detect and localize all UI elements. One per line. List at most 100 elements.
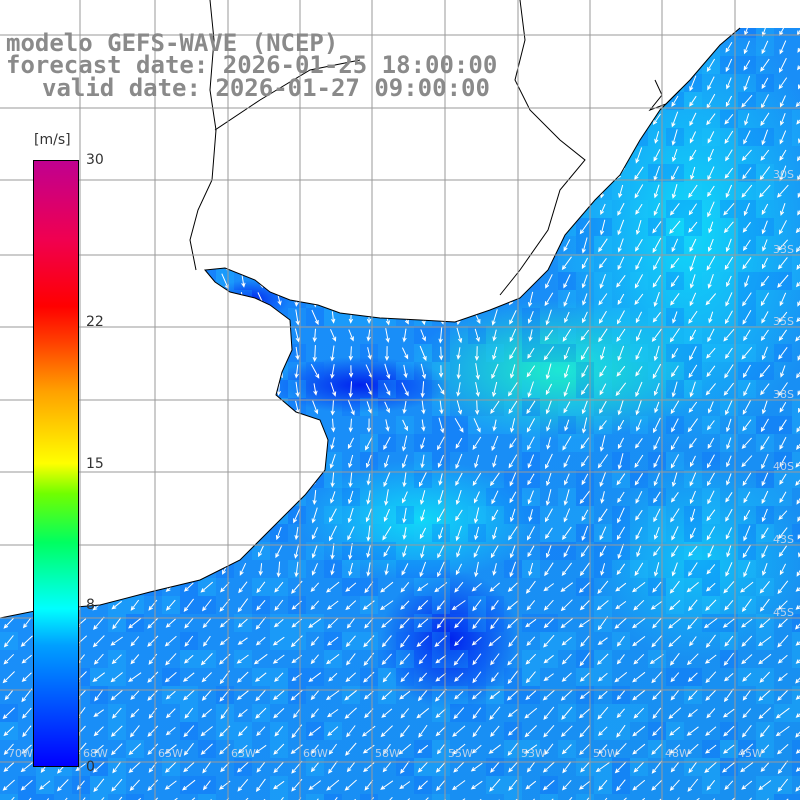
wind-arrow <box>563 508 571 523</box>
wind-arrow <box>527 381 534 398</box>
wind-arrow <box>94 346 104 361</box>
wind-arrow <box>723 221 734 234</box>
wind-arrow <box>687 689 698 701</box>
wind-arrow <box>114 491 120 504</box>
wind-arrow <box>599 545 607 558</box>
wind-arrow <box>111 796 123 800</box>
wind-arrow <box>491 274 498 289</box>
wind-arrow <box>164 635 177 647</box>
wind-arrow <box>725 58 733 73</box>
wind-arrow <box>23 166 31 181</box>
wind-arrow <box>421 400 426 415</box>
wind-arrow <box>402 527 407 540</box>
wind-arrow <box>330 149 335 162</box>
wind-arrow <box>563 39 571 56</box>
wind-arrow <box>128 743 142 756</box>
wind-arrow <box>777 580 789 595</box>
wind-arrow <box>525 618 537 628</box>
wind-arrow <box>653 508 661 523</box>
wind-arrow <box>795 582 800 592</box>
wind-arrow <box>150 418 155 433</box>
wind-arrow <box>474 238 480 253</box>
wind-arrow <box>777 673 788 682</box>
wind-arrow <box>257 418 265 433</box>
wind-arrow <box>492 346 498 361</box>
wind-arrow <box>509 328 517 343</box>
wind-arrow <box>724 780 734 791</box>
wind-arrow <box>311 527 318 540</box>
wind-arrow <box>384 131 390 144</box>
wind-arrow <box>671 111 679 128</box>
wind-arrow <box>348 129 354 146</box>
wind-arrow <box>706 509 716 522</box>
wind-arrow <box>169 275 174 288</box>
wind-arrow <box>525 653 537 665</box>
latitude-label: 38S <box>773 388 794 401</box>
wind-arrow <box>615 382 627 397</box>
wind-arrow <box>580 437 590 450</box>
wind-arrow <box>617 202 625 216</box>
wind-arrow <box>509 39 516 56</box>
wind-arrow <box>472 671 482 684</box>
wind-arrow <box>760 762 770 773</box>
wind-arrow <box>706 58 716 73</box>
wind-arrow <box>150 309 155 327</box>
wind-arrow <box>273 761 285 774</box>
wind-arrow <box>7 381 12 398</box>
wind-arrow <box>651 635 663 648</box>
wind-arrow <box>419 527 427 540</box>
wind-arrow <box>653 491 661 504</box>
wind-arrow <box>742 257 752 270</box>
wind-arrow <box>367 255 372 272</box>
wind-arrow <box>78 509 84 522</box>
wind-arrow <box>795 454 800 468</box>
wind-arrow <box>311 544 318 559</box>
wind-arrow <box>795 670 800 684</box>
wind-arrow <box>345 600 357 611</box>
wind-arrow <box>402 147 409 164</box>
wind-arrow <box>240 526 245 541</box>
wind-arrow <box>617 399 624 416</box>
wind-arrow <box>259 183 264 200</box>
wind-arrow <box>167 293 175 306</box>
wind-arrow <box>330 274 336 288</box>
wind-arrow <box>384 202 390 217</box>
wind-arrow <box>723 652 734 666</box>
wind-arrow <box>706 779 716 791</box>
wind-arrow <box>185 346 193 361</box>
wind-arrow <box>310 654 319 665</box>
country-border <box>214 59 361 131</box>
wind-arrow <box>492 527 498 540</box>
wind-arrow <box>689 149 697 161</box>
wind-arrow <box>669 600 681 611</box>
wind-arrow <box>417 600 429 611</box>
wind-arrow <box>258 545 264 558</box>
wind-arrow <box>708 221 714 234</box>
wind-arrow <box>96 472 102 487</box>
wind-arrow <box>671 562 678 577</box>
wind-arrow <box>779 491 787 504</box>
wind-arrow <box>237 598 249 613</box>
wind-arrow <box>779 436 787 450</box>
wind-arrow <box>489 778 501 792</box>
wind-arrow <box>598 744 608 755</box>
wind-arrow <box>382 743 391 755</box>
wind-arrow <box>23 292 31 306</box>
wind-arrow <box>616 275 626 288</box>
wind-arrow <box>688 545 698 557</box>
wind-arrow <box>743 561 751 578</box>
wind-arrow <box>439 183 444 200</box>
wind-arrow <box>741 184 753 198</box>
wind-arrow <box>473 491 480 504</box>
wind-arrow <box>96 238 101 253</box>
wind-arrow <box>221 490 228 505</box>
wind-arrow <box>581 473 589 486</box>
wind-arrow <box>615 779 626 792</box>
wind-arrow <box>312 345 317 363</box>
wind-arrow <box>509 472 517 487</box>
wind-arrow <box>562 328 572 342</box>
wind-arrow <box>760 383 770 396</box>
wind-arrow <box>383 471 391 488</box>
wind-arrow <box>475 167 480 180</box>
wind-arrow <box>598 420 607 431</box>
